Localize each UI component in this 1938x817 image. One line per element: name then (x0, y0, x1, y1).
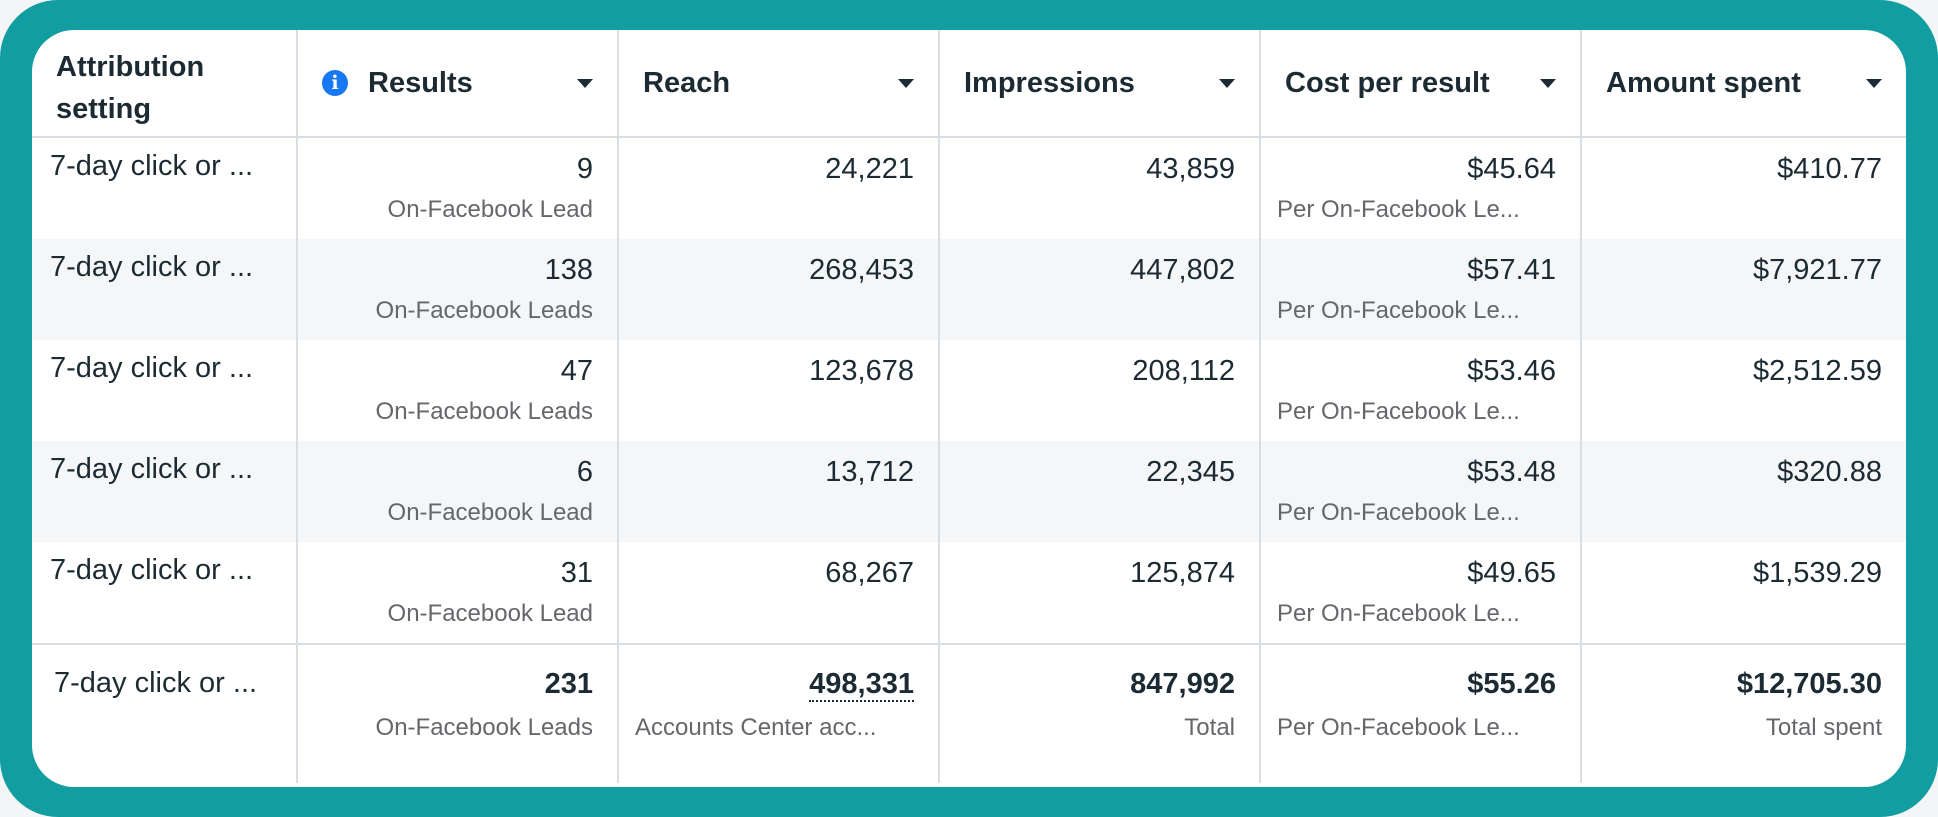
results-label: On-Facebook Lead (387, 499, 593, 526)
table-row[interactable]: 7-day click or ... 31 On-Facebook Lead 68… (32, 542, 1906, 644)
cost-value: $53.46 (1467, 355, 1556, 387)
table-row[interactable]: 7-day click or ... 9 On-Facebook Lead 24,… (32, 137, 1906, 239)
impressions-total-value: 847,992 (1130, 668, 1235, 700)
table-row[interactable]: 7-day click or ... 47 On-Facebook Leads 1… (32, 340, 1906, 441)
column-header-label: Results (368, 66, 473, 99)
table-row[interactable]: 7-day click or ... 6 On-Facebook Lead 13,… (32, 441, 1906, 542)
cost-label: Per On-Facebook Le... (1277, 398, 1520, 425)
ads-results-table-card: Attribution setting i Results Reach (32, 30, 1906, 787)
cost-value: $53.48 (1467, 456, 1556, 488)
attribution-cell: 7-day click or ... (50, 453, 254, 485)
impressions-value: 125,874 (1130, 557, 1235, 589)
column-header-impressions[interactable]: Impressions (939, 30, 1261, 138)
caret-down-icon[interactable] (1219, 78, 1235, 88)
info-icon[interactable]: i (322, 70, 348, 96)
cost-value: $57.41 (1467, 254, 1556, 286)
reach-value: 123,678 (809, 355, 914, 387)
results-label: On-Facebook Leads (375, 297, 593, 324)
cost-label: Per On-Facebook Le... (1277, 499, 1520, 526)
reach-value: 268,453 (809, 254, 914, 286)
total-row: 7-day click or ... 231 On-Facebook Leads … (32, 643, 1906, 783)
results-total-value: 231 (544, 668, 593, 700)
cost-label: Per On-Facebook Le... (1277, 196, 1520, 223)
header-row: Attribution setting i Results Reach (32, 30, 1906, 138)
results-value: 9 (576, 153, 593, 185)
cost-value: $49.65 (1467, 557, 1556, 589)
amount-total-value: $12,705.30 (1736, 668, 1882, 700)
attribution-cell: 7-day click or ... (54, 667, 258, 699)
reach-total-label: Accounts Center acc... (635, 714, 877, 741)
caret-down-icon[interactable] (1540, 78, 1556, 88)
reach-value: 13,712 (825, 456, 914, 488)
impressions-value: 447,802 (1130, 254, 1235, 286)
column-header-reach[interactable]: Reach (618, 30, 940, 138)
results-label: On-Facebook Leads (375, 398, 593, 425)
column-header-results[interactable]: i Results (297, 30, 619, 138)
impressions-value: 22,345 (1146, 456, 1235, 488)
attribution-cell: 7-day click or ... (50, 150, 254, 182)
amount-value: $320.88 (1777, 456, 1882, 488)
column-header-amount-spent[interactable]: Amount spent (1581, 30, 1906, 138)
attribution-cell: 7-day click or ... (50, 251, 254, 283)
reach-total-value[interactable]: 498,331 (809, 668, 914, 702)
amount-value: $7,921.77 (1752, 254, 1882, 286)
amount-value: $2,512.59 (1752, 355, 1882, 387)
cost-label: Per On-Facebook Le... (1277, 600, 1520, 627)
column-header-label: Attribution setting (56, 51, 205, 125)
amount-value: $410.77 (1777, 153, 1882, 185)
results-value: 138 (544, 254, 593, 286)
results-label: On-Facebook Lead (387, 600, 593, 627)
cost-total-label: Per On-Facebook Le... (1277, 714, 1520, 741)
table-row[interactable]: 7-day click or ... 138 On-Facebook Leads … (32, 239, 1906, 340)
attribution-cell: 7-day click or ... (50, 352, 254, 384)
results-value: 47 (560, 355, 593, 387)
column-header-label: Cost per result (1285, 66, 1490, 99)
cost-value: $45.64 (1467, 153, 1556, 185)
column-header-label: Reach (643, 66, 731, 99)
results-value: 6 (576, 456, 593, 488)
caret-down-icon[interactable] (577, 78, 593, 88)
amount-total-label: Total spent (1765, 714, 1882, 741)
impressions-value: 43,859 (1146, 153, 1235, 185)
cost-label: Per On-Facebook Le... (1277, 297, 1520, 324)
caret-down-icon[interactable] (898, 78, 914, 88)
results-value: 31 (560, 557, 593, 589)
ads-results-table: Attribution setting i Results Reach (32, 30, 1906, 783)
caret-down-icon[interactable] (1866, 78, 1882, 88)
column-header-cost-per-result[interactable]: Cost per result (1260, 30, 1582, 138)
reach-value: 24,221 (825, 153, 914, 185)
column-header-label: Impressions (964, 66, 1135, 99)
attribution-cell: 7-day click or ... (50, 554, 254, 586)
impressions-value: 208,112 (1132, 355, 1235, 387)
reach-value: 68,267 (825, 557, 914, 589)
cost-total-value: $55.26 (1467, 668, 1556, 700)
impressions-total-label: Total (1184, 714, 1235, 741)
column-header-label: Amount spent (1606, 66, 1801, 99)
results-total-label: On-Facebook Leads (375, 714, 593, 741)
results-label: On-Facebook Lead (387, 196, 593, 223)
amount-value: $1,539.29 (1752, 557, 1882, 589)
column-header-attribution-setting[interactable]: Attribution setting (32, 30, 298, 138)
